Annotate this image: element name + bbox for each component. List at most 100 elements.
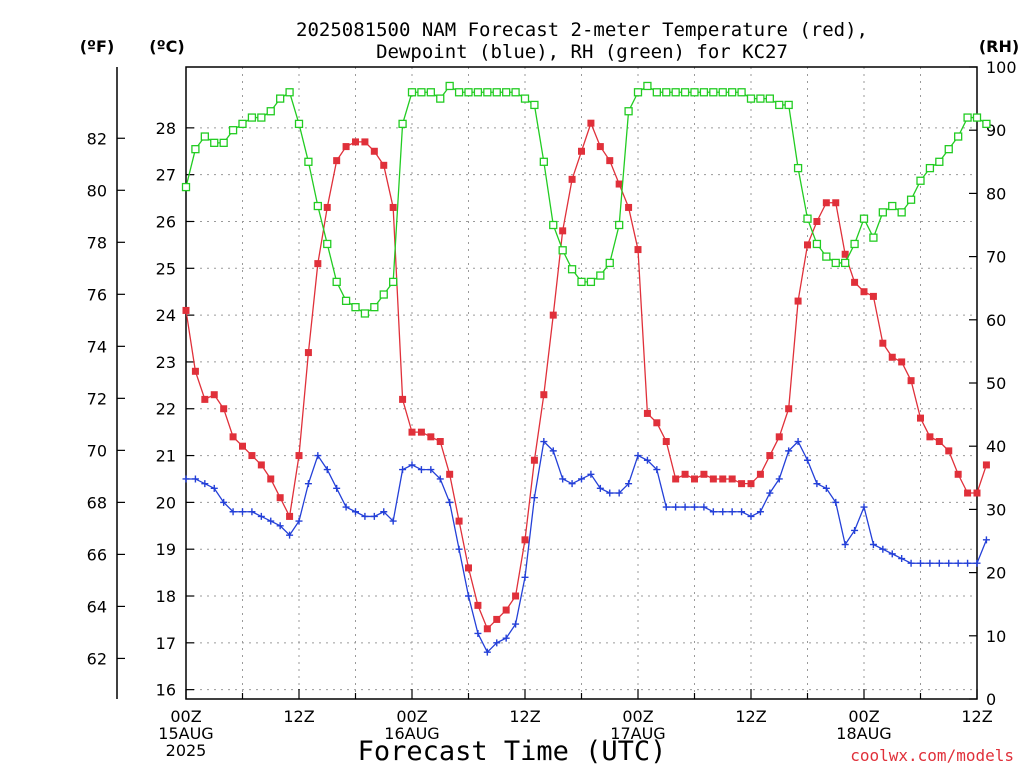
rh-point: [502, 88, 511, 97]
dewpoint-point: [926, 559, 934, 567]
rh-point: [445, 81, 454, 91]
rh-point: [916, 176, 925, 185]
dewpoint-point: [709, 508, 717, 516]
rh-point: [549, 220, 558, 230]
temperature-point: [323, 203, 331, 211]
temperature-point: [559, 227, 567, 235]
dewpoint-point: [474, 629, 482, 637]
dewpoint-point: [314, 452, 322, 460]
temperature-point: [662, 438, 670, 446]
time-tick-label: 16AUG: [384, 724, 439, 743]
celsius-unit-label: (ºC): [149, 37, 184, 56]
fahrenheit-tick-label: 74: [87, 337, 107, 356]
rh-point: [294, 119, 304, 129]
rh-point: [370, 303, 379, 312]
rh-tick-label: 30: [986, 500, 1006, 519]
temperature-point: [869, 292, 877, 300]
dewpoint-point: [634, 452, 642, 460]
rh-point: [954, 132, 963, 141]
rh-point: [426, 88, 435, 97]
rh-tick-label: 0: [986, 690, 996, 709]
dewpoint-point: [389, 517, 397, 525]
celsius-tick-label: 26: [156, 212, 176, 231]
temperature-point: [446, 470, 454, 478]
dewpoint-point: [832, 498, 840, 506]
fahrenheit-tick-label: 76: [87, 285, 107, 304]
fahrenheit-tick-label: 68: [87, 493, 107, 512]
dewpoint-point: [427, 466, 435, 474]
time-tick-label: 00Z: [622, 707, 653, 726]
rh-point: [586, 277, 596, 287]
temperature-point: [841, 250, 849, 258]
rh-point: [765, 94, 774, 103]
temperature-point: [681, 470, 689, 478]
dewpoint-point: [380, 508, 388, 516]
dewpoint-point: [973, 559, 981, 567]
rh-point: [888, 201, 897, 211]
rh-point: [238, 119, 247, 129]
rh-point: [662, 88, 671, 97]
dewpoint-point: [446, 498, 454, 506]
temperature-point: [822, 199, 830, 207]
dewpoint-point: [408, 461, 416, 469]
time-tick-label: 2025: [166, 741, 207, 760]
dewpoint-point: [417, 466, 425, 474]
rh-point: [925, 163, 935, 173]
temperature-point: [738, 480, 746, 488]
series-dewpoint: [182, 438, 990, 656]
dewpoint-point: [775, 475, 783, 483]
temperature-point: [502, 606, 510, 614]
credit-text: coolwx.com/models: [850, 746, 1014, 765]
rh-point: [398, 119, 407, 129]
fahrenheit-tick-label: 82: [87, 129, 107, 148]
temperature-point: [248, 452, 256, 460]
temperature-point: [182, 306, 190, 314]
celsius-tick-label: 20: [156, 493, 176, 512]
temperature-point: [917, 414, 924, 422]
rh-point: [389, 277, 398, 287]
rh-point: [793, 163, 803, 173]
temperature-point: [267, 475, 275, 483]
series-line-rh: [185, 85, 987, 315]
celsius-tick-label: 21: [156, 447, 176, 466]
rh-point: [643, 81, 652, 91]
rh-point: [775, 100, 784, 110]
rh-point: [454, 88, 464, 97]
temperature-point: [964, 489, 972, 497]
dewpoint-point: [898, 555, 906, 563]
temperature-point: [606, 157, 614, 165]
rh-tick-label: 90: [986, 121, 1006, 140]
rh-point: [313, 201, 322, 211]
temperature-point: [587, 119, 595, 127]
temperature-point: [982, 461, 990, 469]
rh-point: [812, 239, 822, 249]
dewpoint-point: [728, 508, 736, 516]
dewpoint-point: [785, 447, 793, 455]
dewpoint-point: [257, 512, 265, 520]
dewpoint-point: [493, 639, 501, 647]
rh-point: [831, 258, 840, 268]
fahrenheit-tick-label: 70: [87, 441, 107, 460]
rh-point: [615, 220, 624, 230]
temperature-point: [804, 241, 811, 249]
temperature-point: [220, 405, 228, 413]
rh-point: [520, 94, 530, 103]
rh-point: [652, 88, 661, 97]
rh-point: [803, 214, 812, 223]
dewpoint-point: [643, 456, 651, 464]
dewpoint-point: [738, 508, 746, 516]
temperature-point: [653, 419, 661, 427]
fahrenheit-tick-label: 80: [87, 181, 107, 200]
dewpoint-point: [860, 503, 868, 511]
celsius-tick-label: 24: [156, 306, 176, 325]
temperature-point: [370, 147, 378, 155]
rh-point: [530, 100, 539, 110]
time-tick-label: 12Z: [283, 707, 314, 726]
time-tick-label: 12Z: [509, 707, 540, 726]
chart-title-line-1: 2025081500 NAM Forecast 2-meter Temperat…: [296, 19, 868, 41]
dewpoint-point: [210, 484, 218, 492]
rh-point: [492, 88, 501, 97]
celsius-axis: 16 17 18 19 20 21 22 23 24 25 26 27 28: [156, 119, 194, 700]
temperature-point: [540, 391, 548, 399]
